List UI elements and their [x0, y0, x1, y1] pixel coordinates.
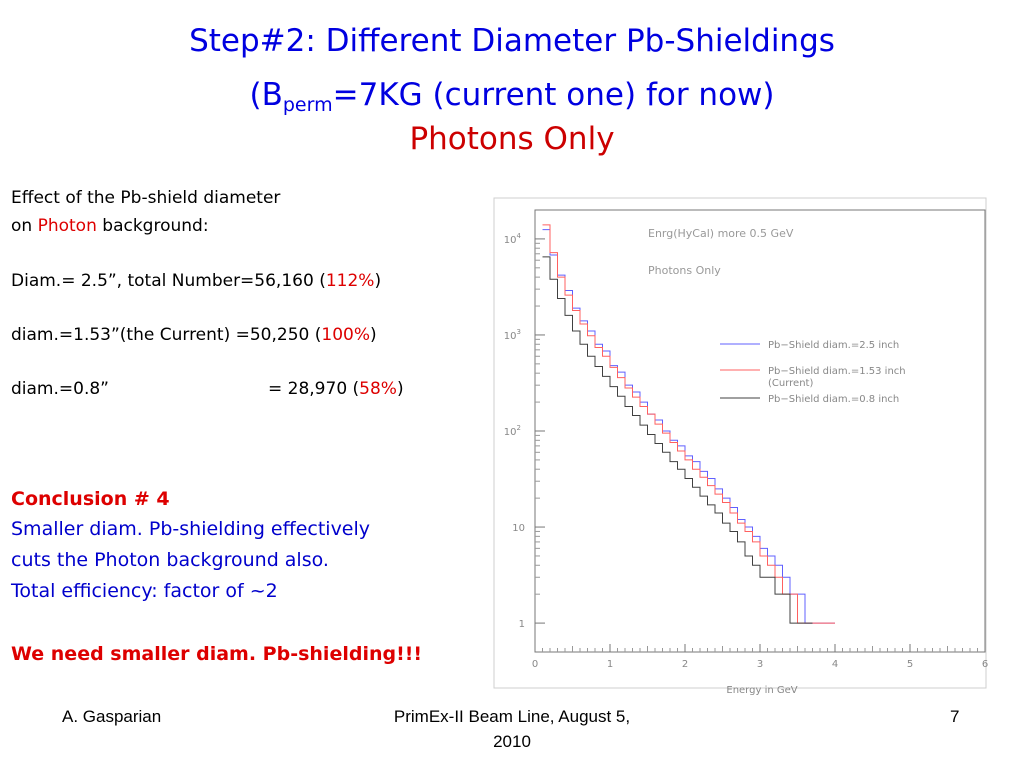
- row-percent: 112%: [325, 271, 375, 291]
- row-label: diam.=1.53”(the Current) =50,250 (: [11, 325, 322, 345]
- y-tick-label: 104: [504, 232, 522, 246]
- row-diam-2-5: Diam.= 2.5”, total Number=56,160 (112%): [11, 273, 381, 290]
- footer-author: A. Gasparian: [62, 707, 162, 726]
- slide-title: Step#2: Different Diameter Pb-Shieldings: [189, 23, 835, 59]
- b-subscript: perm: [282, 94, 333, 116]
- b-symbol: B: [261, 77, 283, 113]
- field-note: =7KG (current one) for now: [332, 77, 763, 113]
- energy-histogram-chart: 0 1 2 3 4 5 6 Energy in GeV 1 10 102 103 104 Enrg(HyC…: [493, 197, 988, 696]
- effect-prefix: on: [11, 216, 38, 236]
- y-tick-label: 102: [504, 424, 521, 438]
- footer-page-number: 7: [950, 707, 960, 726]
- row-diam-0-8-value: = 28,970 (58%): [268, 381, 404, 398]
- slide-subtitle: (Bperm=7KG (current one) for now): [249, 77, 775, 116]
- x-tick-label: 0: [532, 659, 538, 670]
- slide-subtitle-photons: Photons Only: [409, 121, 615, 157]
- footer-center-line-2: 2010: [493, 732, 531, 751]
- effect-suffix: background:: [96, 216, 209, 236]
- plot-frame: [534, 209, 986, 653]
- x-tick-label: 1: [607, 659, 613, 670]
- effect-line-2: on Photon background:: [11, 218, 209, 235]
- x-tick-label: 5: [907, 659, 913, 670]
- row-close: ): [396, 379, 404, 399]
- row-close: ): [370, 325, 377, 345]
- series-line: [542, 256, 813, 624]
- row-eq: = 28,970 (: [268, 379, 360, 399]
- row-diam-0-8-label: diam.=0.8”: [11, 379, 109, 399]
- x-tick-label: 4: [832, 659, 838, 670]
- row-percent: 100%: [321, 325, 370, 345]
- conclusion-line-1: Smaller diam. Pb-shielding effectively: [11, 518, 371, 540]
- legend-entry: Pb−Shield diam.=1.53 inch: [768, 366, 906, 377]
- footer-center-line-1: PrimEx-II Beam Line, August 5,: [393, 707, 631, 726]
- row-diam-1-53: diam.=1.53”(the Current) =50,250 (100%): [11, 327, 377, 344]
- row-percent: 58%: [359, 379, 397, 399]
- effect-line-1: Effect of the Pb-shield diameter: [11, 188, 281, 208]
- x-tick-label: 6: [982, 659, 988, 670]
- series-line: [542, 229, 835, 624]
- need-statement: We need smaller diam. Pb-shielding!!!: [11, 643, 423, 665]
- legend-entry: Pb−Shield diam.=0.8 inch: [768, 394, 899, 405]
- row-close: ): [374, 271, 382, 291]
- photon-highlight: Photon: [37, 216, 97, 236]
- y-tick-label: 1: [519, 619, 525, 630]
- x-tick-label: 3: [757, 659, 763, 670]
- chart-annotation-energy: Enrg(HyCal) more 0.5 GeV: [648, 227, 794, 240]
- x-tick-label: 2: [682, 659, 688, 670]
- conclusion-line-3: Total efficiency: factor of ~2: [11, 580, 278, 602]
- conclusion-line-2: cuts the Photon background also.: [11, 549, 329, 571]
- footer-center: PrimEx-II Beam Line, August 5, 2010: [362, 708, 662, 750]
- conclusion-heading: Conclusion # 4: [11, 488, 170, 510]
- y-tick-label: 103: [504, 328, 521, 342]
- legend-entry-note: (Current): [768, 378, 813, 389]
- x-axis-label: Energy in GeV: [726, 685, 797, 696]
- series-line: [542, 224, 835, 624]
- chart-canvas-border: [493, 197, 987, 689]
- y-tick-label: 10: [512, 523, 525, 534]
- legend-entry: Pb−Shield diam.=2.5 inch: [768, 340, 899, 351]
- chart-annotation-photons: Photons Only: [648, 264, 721, 277]
- row-label: Diam.= 2.5”, total Number=56,160 (: [11, 271, 326, 291]
